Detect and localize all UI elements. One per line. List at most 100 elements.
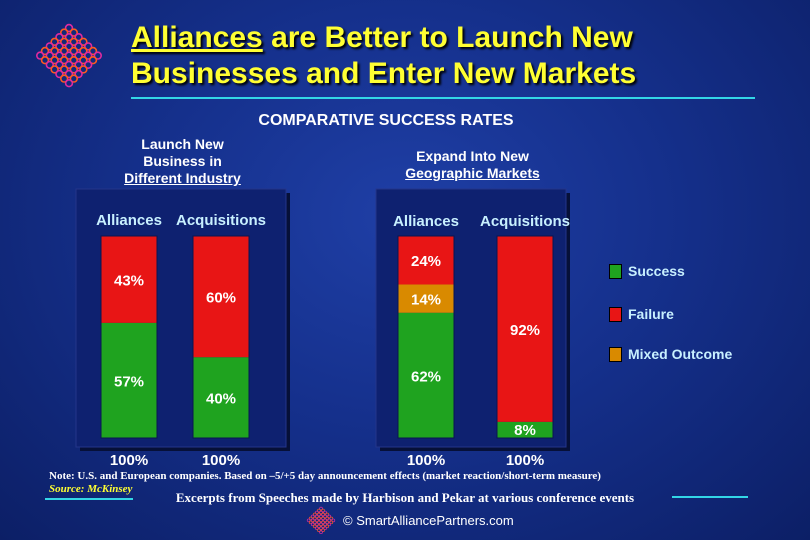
logo-dot (60, 28, 69, 37)
logo-dot (323, 522, 327, 527)
chart2-bar-success (398, 312, 454, 438)
logo-dot (50, 46, 59, 56)
logo-dot (69, 46, 78, 56)
logo-dot (321, 524, 325, 529)
logo-dot (60, 46, 69, 56)
logo-dot (79, 65, 88, 74)
page-title-emphasis: Alliances (131, 21, 263, 54)
logo-dot (55, 69, 64, 79)
chart1-title-line3: Different Industry (124, 170, 241, 186)
chart1-data-label: 40% (206, 391, 236, 408)
legend-label-failure: Failure (628, 306, 674, 322)
legend-item-failure: Failure (609, 304, 674, 324)
logo-dot (64, 51, 74, 60)
logo-dot (319, 522, 323, 527)
chart1-bar-outline (192, 235, 250, 439)
charts-layer: Alliances 57% 43% 100% Acquisitions 40% 60% 100… (75, 188, 570, 469)
logo-dot (315, 522, 319, 527)
source-note: Source: McKinsey (49, 483, 133, 495)
legend-swatch-failure (609, 306, 622, 322)
logo-dot (319, 526, 323, 531)
logo-dot (325, 520, 329, 525)
logo-dot (315, 510, 319, 515)
logo-dot (321, 512, 325, 517)
chart1-bar-outline (100, 235, 158, 439)
footer-rule-left (45, 498, 133, 500)
legend-label-success: Success (628, 263, 685, 279)
logo-icon (35, 23, 102, 88)
chart1-data-label: 43% (114, 272, 144, 289)
logo-dot (319, 506, 323, 511)
logo-dot (69, 55, 78, 65)
chart2-bar-success (497, 421, 553, 438)
logo-dot (64, 78, 74, 88)
chart2-data-label: 92% (510, 322, 540, 339)
logo-dot (40, 55, 50, 65)
logo-dot (69, 74, 78, 83)
logo-dot (315, 526, 319, 531)
logo-dot (83, 60, 93, 69)
logo-dot (60, 37, 69, 46)
logo-dot (64, 60, 74, 69)
legend-swatch-mixed (609, 346, 622, 362)
logo-dot (83, 42, 93, 51)
logo-dot (325, 516, 329, 521)
logo-dot (317, 528, 321, 533)
logo-dot (331, 518, 336, 523)
copyright: © SmartAlliancePartners.com (343, 513, 514, 528)
chart2-bar-outline (496, 235, 554, 439)
chart1-bar-success (101, 322, 157, 438)
logo-dot (55, 32, 64, 42)
excerpt-note: Excerpts from Speeches made by Harbison … (175, 490, 635, 505)
chart1-title-line1: Launch New (141, 136, 224, 152)
logo-dot (317, 520, 321, 525)
logo-dot (315, 514, 319, 519)
legend-swatch-success (609, 263, 622, 279)
logo-dot (310, 518, 315, 523)
chart1-data-label: 57% (114, 373, 144, 390)
logo-dot (45, 51, 54, 60)
chart-subtitle: COMPARATIVE SUCCESS RATES (258, 112, 514, 129)
chart2-bar-outline (397, 235, 455, 439)
page-title: Alliances are Better to Launch New Busin… (131, 20, 636, 92)
logo-dot (323, 526, 327, 531)
chart1-total-label: 100% (202, 452, 240, 469)
logo-dot (310, 522, 315, 527)
footer-logo-lattice (306, 506, 336, 535)
chart2-data-label: 8% (514, 422, 536, 439)
logo-dot (327, 514, 332, 519)
logo-dot (74, 32, 83, 42)
logo-dot (60, 74, 69, 83)
chart1-bar-success (193, 357, 249, 438)
logo-dot (325, 512, 329, 517)
logo-dot (321, 528, 325, 533)
logo-dot (327, 522, 332, 527)
logo-dot (55, 42, 64, 51)
legend-item-mixed: Mixed Outcome (609, 344, 732, 364)
logo-dot (329, 516, 334, 521)
logo-dot (317, 516, 321, 521)
logo-dot (313, 524, 317, 529)
footnote: Note: U.S. and European companies. Based… (49, 470, 601, 482)
logo-dot (35, 51, 45, 60)
logo-dot (79, 37, 88, 46)
logo-dot (45, 60, 54, 69)
logo-dot (323, 510, 327, 515)
logo-dot (74, 60, 83, 69)
logo-dot (74, 42, 83, 51)
chart1-bar-failure (101, 236, 157, 323)
logo-dot (315, 518, 319, 523)
chart1-title: Launch New Business in Different Industr… (100, 136, 265, 187)
logo-dot (50, 65, 59, 74)
logo-dot (319, 518, 323, 523)
logo-dot (306, 518, 311, 523)
logo-dot (325, 524, 329, 529)
page-title-line2: Businesses and Enter New Markets (131, 57, 637, 90)
legend-item-success: Success (609, 261, 685, 281)
chart1-category-label: Alliances (96, 212, 162, 229)
logo-dot (40, 46, 50, 56)
chart2-category-label: Alliances (393, 213, 459, 230)
logo-dot (321, 508, 325, 513)
logo-dot (317, 508, 321, 513)
